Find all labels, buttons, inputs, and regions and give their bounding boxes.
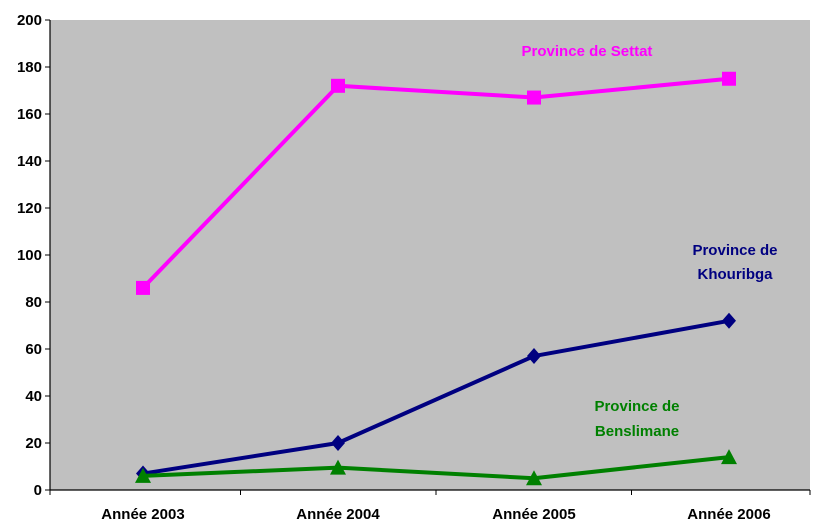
y-tick-label: 180 [17,59,42,76]
data-point-triangle [330,459,346,475]
series-label: Province de [692,242,777,259]
x-tick-label: Année 2006 [687,506,770,523]
x-tick-label: Année 2005 [492,506,575,523]
series-label: Province de [594,398,679,415]
data-point-square [331,78,345,93]
series-labels: Province de Settat Province de Khouribga Pr… [522,43,778,440]
data-point-square [136,280,150,295]
y-tick-label: 40 [25,388,42,405]
data-point-square [527,90,541,105]
y-tick-label: 0 [34,482,42,499]
x-tick-label: Année 2004 [296,506,380,523]
data-point-diamond [331,435,345,451]
y-tick-label: 100 [17,247,42,264]
data-point-triangle [526,470,542,486]
series-label: Province de Settat [522,43,653,60]
series-label: Benslimane [595,423,679,440]
series-label: Khouribga [698,266,774,283]
y-tick-label: 200 [17,12,42,29]
y-tick-label: 120 [17,200,42,217]
y-tick-label: 60 [25,341,42,358]
series-line [141,76,730,290]
data-point-triangle [135,467,151,483]
y-tick-label: 80 [25,294,42,311]
series-line [142,455,730,481]
series-layer [135,71,737,486]
data-point-diamond [722,312,736,329]
y-tick-label: 20 [25,435,42,452]
x-tick-label: Année 2003 [101,506,184,523]
y-tick-label: 140 [17,153,42,170]
y-tick-label: 160 [17,106,42,123]
data-point-diamond [527,348,541,365]
data-point-square [722,71,736,86]
axes: 0 20 40 60 80 100 120 140 160 180 200 Année 2003 Ann… [17,12,811,523]
series-line [142,318,730,476]
data-point-triangle [721,449,737,465]
